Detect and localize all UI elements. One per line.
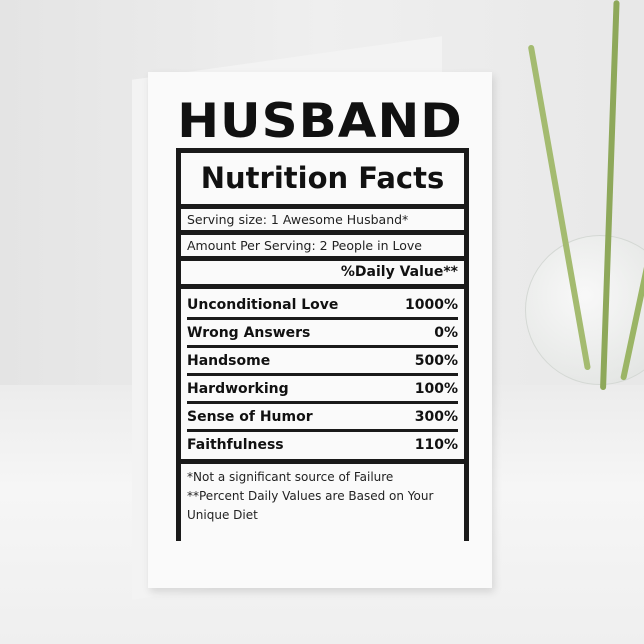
nutrient-row: Wrong Answers 0% — [187, 320, 458, 348]
nutrient-name: Hardworking — [187, 381, 289, 397]
nutrient-row: Unconditional Love 1000% — [187, 292, 458, 320]
nutrient-name: Faithfulness — [187, 437, 284, 453]
card-title: HUSBAND — [177, 93, 463, 149]
daily-value-header: %Daily Value** — [181, 261, 464, 284]
label-heading: Nutrition Facts — [181, 153, 464, 204]
nutrient-name: Sense of Humor — [187, 409, 313, 425]
nutrient-row: Sense of Humor 300% — [187, 404, 458, 432]
footnote: *Not a significant source of Failure — [187, 470, 394, 484]
nutrient-name: Unconditional Love — [187, 297, 339, 313]
nutrient-list: Unconditional Love 1000% Wrong Answers 0% … — [181, 289, 464, 459]
nutrient-name: Wrong Answers — [187, 325, 311, 341]
nutrient-name: Handsome — [187, 353, 271, 369]
nutrient-value: 100% — [414, 381, 458, 397]
footnote: **Percent Daily Values are Based on Your… — [187, 489, 434, 522]
nutrient-row: Faithfulness 110% — [187, 432, 458, 456]
nutrient-row: Handsome 500% — [187, 348, 458, 376]
nutrient-value: 1000% — [405, 297, 458, 313]
nutrition-label: Nutrition Facts Serving size: 1 Awesome … — [176, 148, 469, 543]
nutrient-value: 0% — [434, 325, 458, 341]
serving-size: Serving size: 1 Awesome Husband* — [181, 209, 464, 230]
footnotes: *Not a significant source of Failure **P… — [181, 464, 464, 543]
nutrient-value: 110% — [414, 437, 458, 453]
nutrient-row: Hardworking 100% — [187, 376, 458, 404]
amount-per-serving: Amount Per Serving: 2 People in Love — [181, 235, 464, 256]
nutrient-value: 300% — [414, 409, 458, 425]
nutrient-value: 500% — [414, 353, 458, 369]
